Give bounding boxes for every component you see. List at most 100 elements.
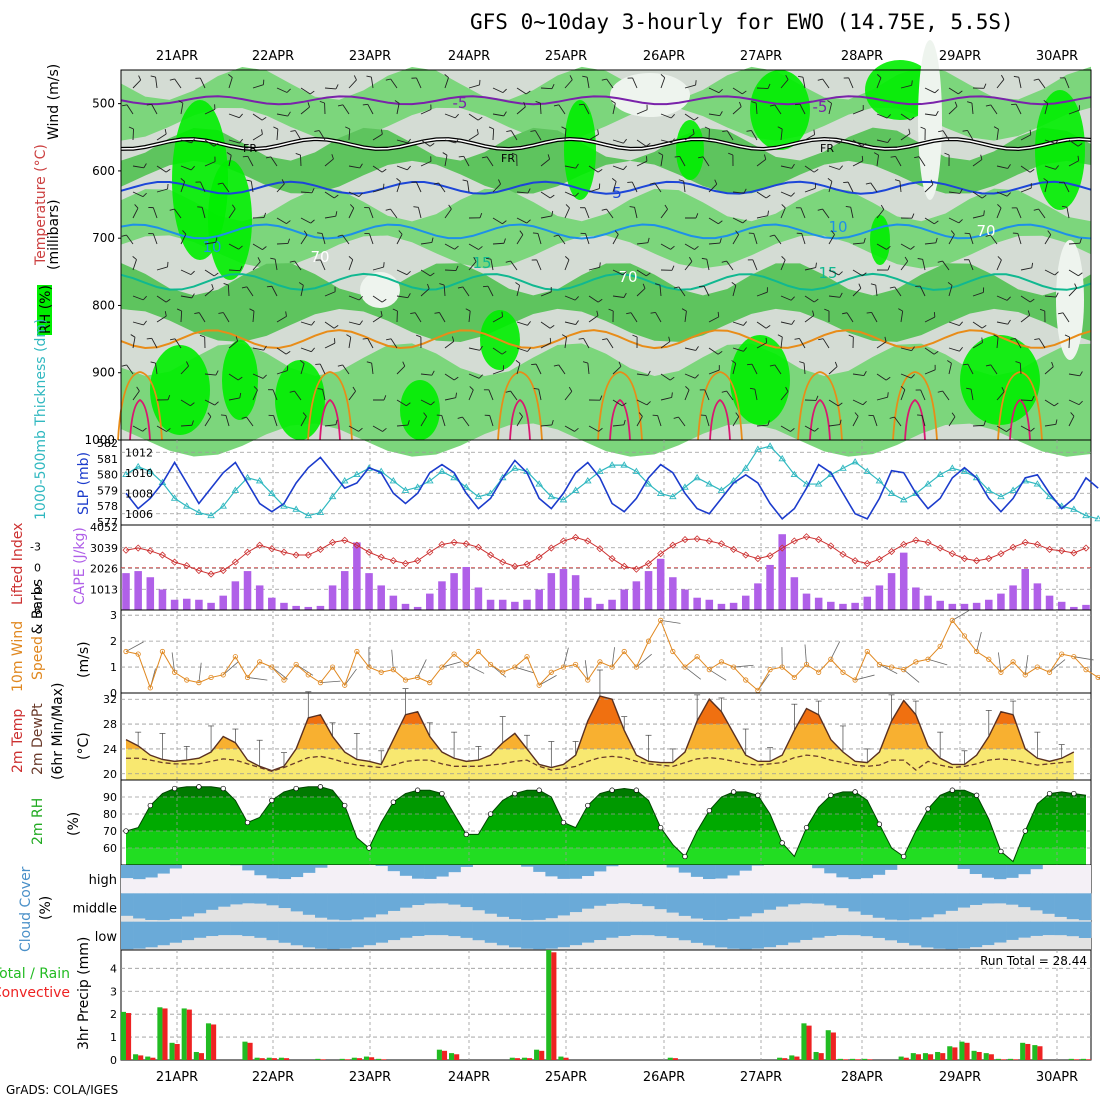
- rh2m-marker: [683, 854, 688, 859]
- precip-convective-bar: [1037, 1046, 1042, 1060]
- cloud-cover-bar: [897, 922, 909, 943]
- cloud-cover-bar: [994, 922, 1006, 943]
- cloud-cover-bar: [133, 893, 145, 918]
- precip-total-bar: [947, 1046, 952, 1060]
- rh2m-marker: [1047, 791, 1052, 796]
- cloud-cover-bar: [606, 922, 618, 938]
- wind-barb: [766, 338, 767, 343]
- cloud-cover-bar: [849, 865, 861, 879]
- precip-convective-bar: [782, 1058, 787, 1060]
- cloud-cover-bar: [788, 893, 800, 904]
- cloud-cover-bar: [1079, 922, 1091, 938]
- rh2m-marker: [950, 788, 955, 793]
- precip-total-bar: [522, 1058, 527, 1060]
- precip-total-bar: [121, 1012, 126, 1060]
- y-axis-label-slp-part: SLP (mb): [76, 452, 92, 515]
- cloud-cover-bar: [145, 865, 157, 877]
- precip-total-bar: [814, 1052, 819, 1060]
- cape-bar: [681, 590, 689, 610]
- cloud-row-label-high: high: [89, 873, 117, 888]
- cloud-cover-bar: [679, 865, 691, 873]
- rh2m-marker: [707, 808, 712, 813]
- wind-barb: [243, 156, 248, 157]
- precip-total-bar: [255, 1058, 260, 1060]
- cloud-cover-bar: [982, 893, 994, 903]
- cape-bar: [341, 571, 349, 610]
- cloud-cover-bar: [933, 893, 945, 914]
- cloud-cover-bar: [497, 893, 509, 917]
- y-tick-label-thickness: 578: [97, 500, 118, 513]
- precip-total-bar: [935, 1052, 940, 1060]
- cloud-cover-bar: [1006, 865, 1018, 878]
- precip-total-bar: [862, 1059, 867, 1060]
- cape-bar: [985, 600, 993, 610]
- precip-convective-bar: [673, 1058, 678, 1060]
- cloud-cover-bar: [776, 922, 788, 945]
- rh-high-area: [400, 380, 440, 440]
- cape-bar: [207, 603, 215, 610]
- y-axis-label-temperature-part: Temperature (°C): [33, 144, 49, 266]
- y-tick-label-slp: 1012: [125, 446, 153, 459]
- cloud-cover-bar: [473, 893, 485, 910]
- precip-convective-bar: [794, 1057, 799, 1060]
- wind10-barb: [928, 659, 947, 665]
- y-tick-label-thickness: 579: [97, 484, 118, 497]
- cloud-cover-bar: [1055, 893, 1067, 917]
- cloud-cover-bar: [570, 865, 582, 879]
- rh2m-marker: [999, 849, 1004, 854]
- precip-total-bar: [170, 1043, 175, 1060]
- wind-barb: [1021, 400, 1032, 401]
- cloud-cover-bar: [703, 922, 715, 946]
- date-label-bottom: 21APR: [156, 1070, 198, 1085]
- cloud-cover-bar: [376, 922, 388, 943]
- precip-convective-bar: [989, 1054, 994, 1060]
- date-label-bottom: 22APR: [252, 1070, 294, 1085]
- cloud-cover-bar: [1079, 893, 1091, 920]
- cape-bar: [791, 577, 799, 610]
- y-tick-label-precip: 3: [110, 985, 117, 998]
- cloud-cover-bar: [558, 865, 570, 879]
- cloud-cover-bar: [303, 865, 315, 873]
- cloud-cover-bar: [254, 865, 266, 875]
- precip-convective-bar: [527, 1058, 532, 1060]
- cloud-cover-bar: [545, 893, 557, 918]
- y-axis-label-cape: CAPE (J/kg): [72, 527, 88, 605]
- thickness-line: [126, 446, 1098, 519]
- cloud-cover-bar: [970, 865, 982, 874]
- cape-bar: [620, 590, 628, 610]
- y-axis-label-wind10-part: 10m Wind: [10, 621, 26, 692]
- precip-convective-bar: [126, 1013, 131, 1060]
- rh-high-area: [1035, 90, 1085, 210]
- cape-bar: [742, 596, 750, 610]
- cloud-cover-bar: [909, 893, 921, 919]
- cloud-cover-bar: [279, 922, 291, 943]
- precip-convective-bar: [855, 1059, 860, 1060]
- rh2m-fill-band: [121, 848, 1091, 865]
- rh2m-marker: [853, 790, 858, 795]
- cape-bar: [973, 603, 981, 610]
- precip-convective-bar: [867, 1059, 872, 1060]
- y-tick-label-thickness: 582: [97, 437, 118, 450]
- precip-convective-bar: [211, 1024, 216, 1060]
- cloud-cover-bar: [170, 893, 182, 919]
- cloud-cover-bar: [1067, 922, 1079, 936]
- date-label-bottom: 28APR: [841, 1070, 883, 1085]
- precip-convective-bar: [1086, 1059, 1091, 1060]
- cloud-cover-bar: [133, 865, 145, 879]
- y-tick-label-slp: 1006: [125, 508, 153, 521]
- cape-bar: [827, 602, 835, 610]
- cloud-cover-bar: [400, 893, 412, 907]
- cloud-cover-bar: [545, 865, 557, 876]
- cloud-cover-bar: [776, 893, 788, 906]
- precip-total-bar: [1008, 1059, 1013, 1060]
- cloud-cover-bar: [230, 922, 242, 935]
- wind-barb: [363, 104, 368, 105]
- wind-barb: [133, 129, 134, 140]
- cape-bar: [1021, 569, 1029, 610]
- cloud-cover-bar: [885, 865, 897, 870]
- cloud-cover-bar: [764, 893, 776, 909]
- cape-bar: [900, 553, 908, 610]
- precip-convective-bar: [150, 1058, 155, 1060]
- precip-total-bar: [996, 1059, 1001, 1060]
- cloud-cover-bar: [303, 922, 315, 948]
